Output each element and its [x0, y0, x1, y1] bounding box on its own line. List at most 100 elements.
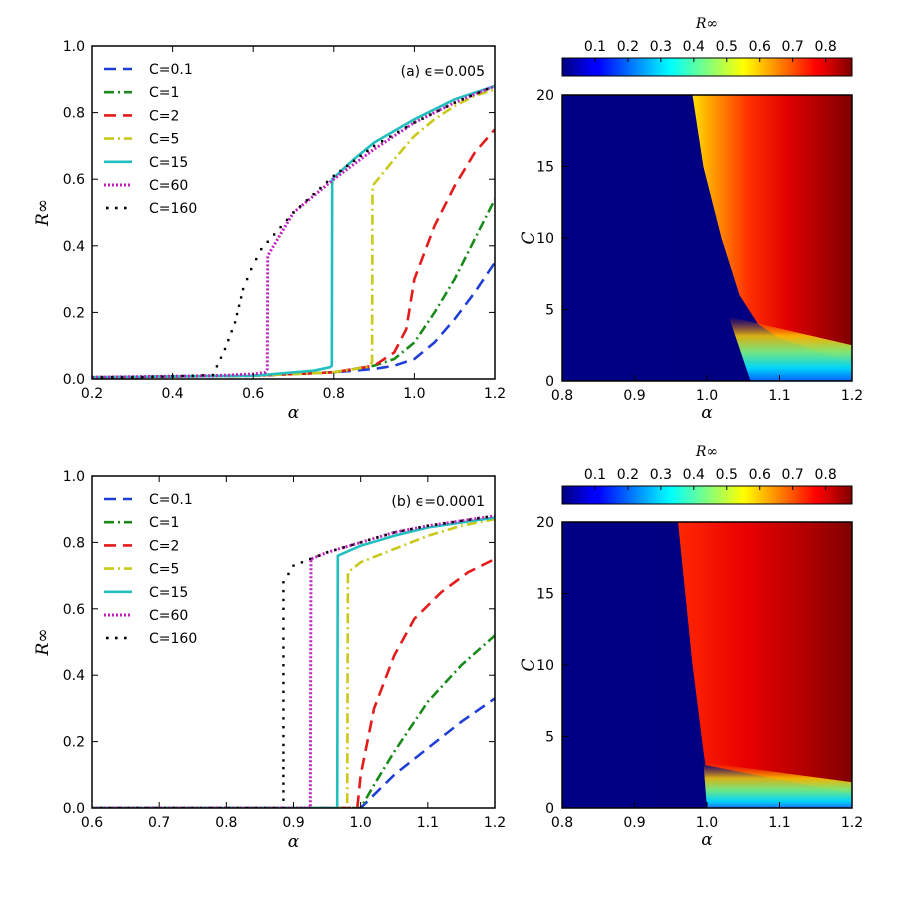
legend-label: C=160 [149, 631, 197, 647]
x-tick-label: 1.0 [696, 388, 718, 404]
series-point-C=160 [233, 321, 237, 324]
series-point-C=160 [282, 726, 285, 729]
x-axis-label: α [701, 403, 713, 423]
y-tick-label: 0.2 [63, 735, 85, 751]
series-line-C=60 [92, 514, 495, 808]
series-point-C=160 [223, 347, 227, 351]
x-tick-label: 0.9 [623, 388, 645, 404]
colorbar-tick-label: 0.3 [650, 39, 672, 55]
series-point-C=160 [351, 543, 354, 547]
x-tick-label: 0.8 [551, 815, 573, 831]
series-point-C=160 [282, 790, 285, 793]
series-point-C=160 [366, 149, 369, 153]
series-point-C=160 [282, 681, 285, 685]
y-tick-label: 5 [545, 303, 554, 319]
series-point-C=160 [485, 515, 488, 519]
colorbar-tick-label: 0.8 [815, 467, 837, 483]
panel-b-heatmap: 0.8 0.9 1.0 1.1 1.2 0 5 10 15 20 α C 0.1 0.2 0.3 0.4 0.5… [519, 444, 863, 850]
series-point-C=160 [305, 199, 309, 202]
legend-marker [124, 636, 127, 640]
series-point-C=160 [393, 531, 396, 534]
series-point-C=160 [451, 520, 455, 524]
series-point-C=160 [332, 174, 335, 178]
x-tick-label: 0.2 [81, 386, 103, 402]
series-line-C=5 [92, 88, 495, 379]
series-point-C=160 [201, 374, 205, 377]
series-point-C=160 [215, 365, 219, 368]
series-point-C=160 [282, 690, 285, 693]
y-tick-label: 1.0 [63, 39, 85, 55]
series-point-C=160 [477, 91, 481, 94]
x-tick-label: 1.0 [350, 815, 372, 831]
legend-marker [115, 636, 118, 640]
legend-marker [124, 206, 127, 210]
series-point-C=160 [346, 164, 349, 168]
y-tick-label: 5 [545, 730, 554, 746]
x-axis-label: α [288, 832, 300, 852]
y-tick-label: 15 [536, 160, 554, 176]
series-line-C=1 [92, 634, 495, 808]
heatmap-low-shade [562, 95, 671, 381]
y-tick-label: 0.8 [63, 535, 85, 551]
series-point-C=160 [405, 126, 408, 129]
series-point-C=160 [426, 524, 430, 527]
series-point-C=160 [409, 527, 413, 531]
series-line-C=0.1 [92, 261, 495, 379]
series-point-C=160 [287, 572, 290, 576]
legend-label: C=2 [149, 108, 179, 124]
series-point-C=160 [235, 312, 239, 316]
legend-label: C=5 [149, 132, 179, 148]
series-point-C=160 [282, 782, 285, 785]
legend-marker [106, 636, 109, 640]
heatmap-transition-band [728, 316, 852, 381]
x-tick-label: 0.7 [148, 815, 170, 831]
legend-label: C=60 [149, 608, 188, 624]
x-tick-label: 0.9 [282, 815, 304, 831]
x-tick-label: 0.6 [242, 386, 264, 402]
series-point-C=160 [241, 287, 245, 291]
y-tick-label: 0.2 [63, 305, 85, 321]
series-line-C=0.1 [92, 697, 495, 808]
legend-label: C=1 [149, 515, 179, 531]
legend-label: C=1 [149, 85, 179, 101]
colorbar-tick-label: 0.6 [749, 467, 771, 483]
legend-label: C=15 [149, 585, 188, 601]
series-point-C=160 [279, 225, 282, 229]
y-tick-label: 0.0 [63, 372, 85, 388]
x-tick-label: 1.0 [403, 386, 425, 402]
series-point-C=160 [372, 144, 376, 148]
y-tick-label: 20 [536, 515, 554, 531]
x-tick-label: 1.1 [768, 388, 790, 404]
x-tick-label: 1.0 [696, 815, 718, 831]
series-point-C=160 [460, 519, 463, 523]
colorbar-tick-label: 0.2 [617, 39, 639, 55]
series-point-C=160 [429, 113, 432, 116]
colorbar-tick-label: 0.5 [716, 39, 738, 55]
colorbar-label: R∞ [695, 16, 718, 32]
series-point-C=160 [282, 637, 285, 640]
series-point-C=160 [230, 330, 233, 333]
x-tick-label: 1.2 [841, 815, 863, 831]
series-point-C=160 [282, 646, 285, 649]
y-tick-label: 0.6 [63, 172, 85, 188]
series-point-C=160 [282, 766, 285, 770]
series-point-C=160 [237, 304, 241, 307]
series-point-C=160 [445, 105, 448, 108]
series-point-C=160 [161, 375, 164, 378]
series-point-C=160 [282, 627, 285, 630]
y-axis-label: C [519, 658, 539, 671]
x-tick-label: 0.8 [551, 388, 573, 404]
series-point-C=160 [282, 598, 285, 602]
series-point-C=160 [469, 94, 473, 98]
series-point-C=160 [418, 526, 421, 529]
x-tick-label: 1.2 [841, 388, 863, 404]
series-point-C=160 [211, 373, 215, 377]
series-point-C=160 [359, 541, 362, 544]
series-point-C=160 [260, 247, 263, 251]
series-line-C=5 [92, 517, 495, 808]
series-point-C=160 [352, 159, 356, 163]
series-point-C=160 [292, 211, 295, 214]
series-point-C=160 [421, 117, 424, 120]
panel-a-line-chart: 0.2 0.4 0.6 0.8 1.0 1.20.00.20.40.60.81.0αR∞(… [33, 39, 506, 423]
series-point-C=160 [181, 374, 184, 378]
